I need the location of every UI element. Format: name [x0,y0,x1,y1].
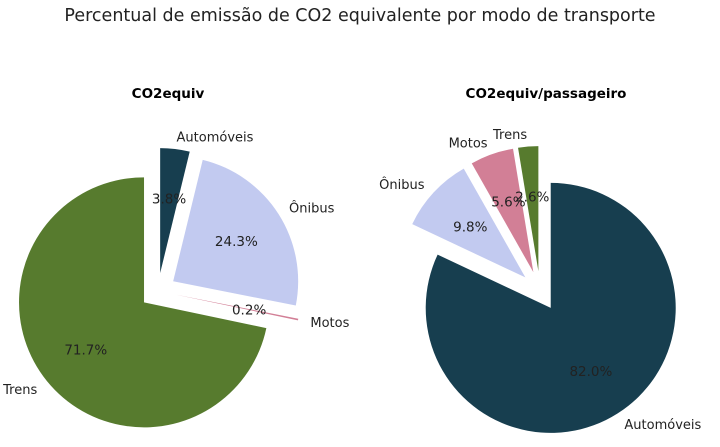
pie-chart-co2equiv: CO2equiv 3.8% Automóveis 24.3% Ônibus 0.2% Mo… [2,86,350,428]
pie-percent-label: 5.6% [491,194,525,210]
pie-slice-onibus [412,168,526,278]
pie-percent-label: 2.6% [515,189,549,205]
pie-percent-label: 24.3% [215,234,258,250]
pie-category-label: Trens [2,383,37,398]
pie-percent-label: 82.0% [569,364,612,380]
pie-percent-label: 0.2% [232,303,266,319]
pie-percent-label: 3.8% [152,192,186,208]
pie-chart-co2equiv-passageiro: CO2equiv/passageiro 82.0% Automóveis 9.8% Ô… [379,86,701,433]
pie-slice-automoveis [425,182,676,433]
pie-slice-onibus [173,159,299,306]
pie-title: CO2equiv/passageiro [466,86,627,102]
pie-category-label: Ônibus [289,200,335,216]
pie-title: CO2equiv [132,86,205,102]
pie-percent-label: 9.8% [453,219,487,235]
pie-percent-label: 71.7% [64,343,107,359]
pie-category-label: Automóveis [177,131,254,146]
pie-slice-automoveis [160,148,190,274]
pie-category-label: Automóveis [624,418,701,433]
pie-slice-motos [471,148,534,273]
figure-title: Percentual de emissão de CO2 equivalente… [64,6,656,26]
pie-category-label: Motos [310,316,349,331]
pie-category-label: Trens [492,128,527,143]
pie-category-label: Ônibus [379,177,425,193]
pie-slice-trens [19,177,267,428]
pie-category-label: Motos [449,136,488,151]
pie-slice-trens [518,146,539,272]
pie-slice-motos [175,294,299,321]
